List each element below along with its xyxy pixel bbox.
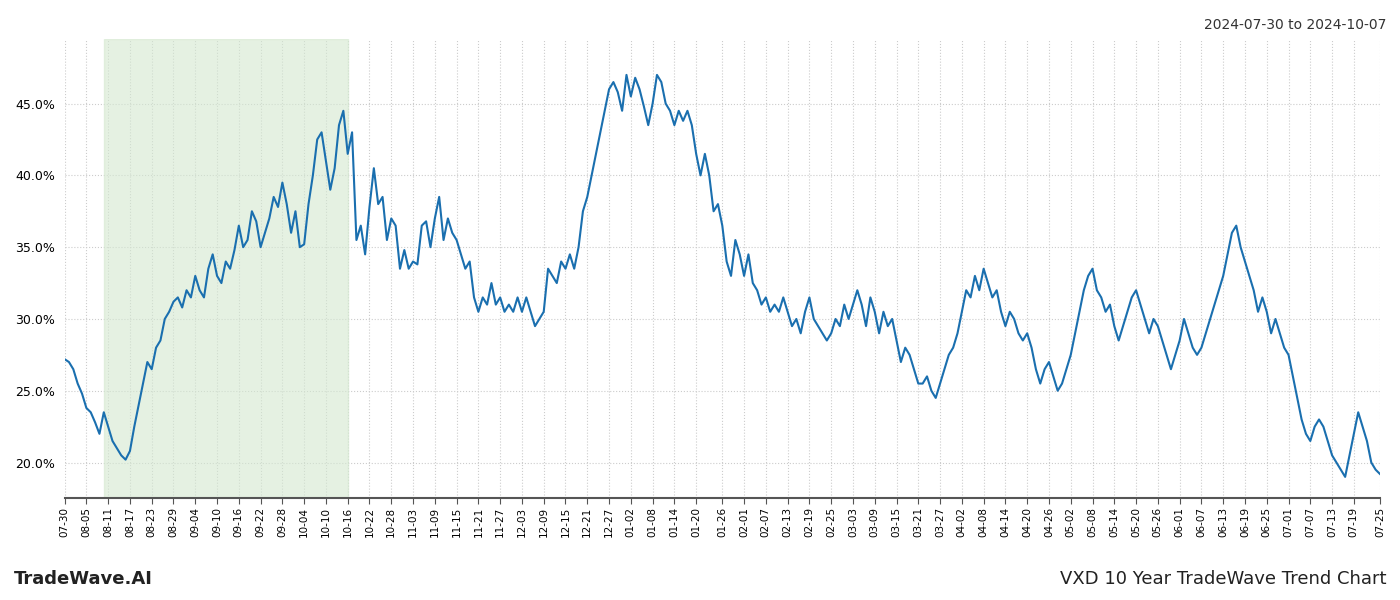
Bar [104,39,347,499]
Text: 2024-07-30 to 2024-10-07: 2024-07-30 to 2024-10-07 [1204,18,1386,32]
Text: TradeWave.AI: TradeWave.AI [14,570,153,588]
Text: VXD 10 Year TradeWave Trend Chart: VXD 10 Year TradeWave Trend Chart [1060,570,1386,588]
